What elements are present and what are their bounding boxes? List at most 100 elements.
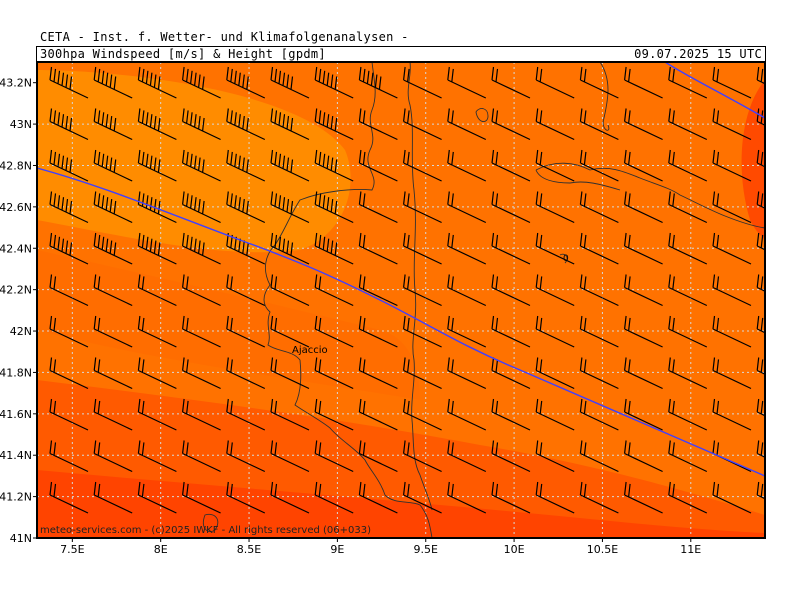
wind-barb [403, 232, 442, 265]
wind-barb [447, 440, 487, 473]
wind-barb [668, 481, 708, 514]
wind-barb [314, 274, 354, 307]
wind-barb [270, 149, 310, 182]
wind-barb [447, 481, 487, 514]
wind-barb [756, 315, 765, 334]
wind-barb [624, 357, 663, 390]
speed-band-transition [37, 250, 420, 400]
wind-barb [403, 398, 442, 431]
wind-barb [182, 398, 221, 431]
wind-barb [137, 481, 177, 514]
wind-barb [712, 398, 752, 431]
speed-band-east [741, 80, 765, 240]
wind-barb [668, 357, 708, 390]
wind-barb [49, 108, 89, 141]
wind-barb [447, 357, 487, 390]
wind-barb [226, 357, 266, 390]
wind-barb [668, 315, 708, 348]
wind-barb [579, 232, 619, 265]
institute-title: CETA - Inst. f. Wetter- und Klimafolgena… [40, 30, 409, 44]
wind-barb [624, 191, 663, 224]
wind-barb [358, 108, 398, 141]
wind-barb [49, 66, 89, 99]
wind-barb [447, 315, 487, 348]
wind-barb [93, 66, 133, 99]
wind-barb [535, 191, 575, 224]
wind-barb [756, 357, 765, 375]
wind-barb [358, 274, 398, 307]
map-frame [36, 61, 766, 539]
wind-barb [491, 108, 531, 141]
wind-barb [270, 315, 310, 348]
wind-barb [712, 274, 752, 307]
height-contour-south [37, 167, 765, 477]
wind-barb [49, 274, 89, 307]
wind-barb [182, 66, 221, 99]
wind-barb [491, 481, 531, 514]
wind-barb [137, 149, 177, 182]
wind-barb [712, 357, 752, 390]
wind-barb [314, 232, 354, 265]
wind-barb [358, 315, 398, 348]
wind-barb [491, 398, 531, 431]
wind-barb [93, 149, 133, 182]
wind-barb [137, 232, 177, 265]
wind-barb [624, 66, 663, 99]
wind-barb [712, 191, 752, 224]
wind-barb [403, 481, 442, 514]
wind-barb [535, 315, 575, 348]
wind-barb [270, 440, 310, 473]
wind-barb [226, 66, 266, 99]
copyright-credit: meteo-services.com - (c)2025 IWKF - All … [40, 525, 372, 536]
wind-barb [137, 315, 177, 348]
lat-tick-label: 41.6N [0, 408, 32, 421]
wind-barb [756, 398, 765, 417]
wind-barb [491, 274, 531, 307]
wind-barb [535, 398, 575, 431]
wind-barb [756, 440, 765, 458]
wind-barb [668, 108, 708, 141]
wind-barb [226, 108, 266, 141]
wind-barb [93, 191, 133, 224]
wind-barb [358, 357, 398, 390]
wind-barb [624, 274, 663, 307]
lon-tick-label: 11E [680, 543, 701, 556]
height-contour-north [664, 62, 765, 119]
wind-barb [137, 191, 177, 224]
wind-barb [668, 440, 708, 473]
lat-tick-label: 42N [10, 325, 32, 338]
wind-barb [668, 232, 708, 265]
wind-barb [491, 440, 531, 473]
wind-barb [270, 66, 310, 99]
wind-barb [668, 149, 708, 182]
wind-barb [93, 108, 133, 141]
subtitle-frame [36, 46, 766, 61]
wind-barb [712, 149, 752, 182]
wind-barb [403, 440, 442, 473]
wind-barb [535, 440, 575, 473]
wind-barb [182, 481, 221, 514]
lat-tick-label: 41.4N [0, 449, 32, 462]
wind-barb [93, 274, 133, 307]
lon-tick-label: 9E [330, 543, 344, 556]
wind-barb [579, 191, 619, 224]
lon-tick-label: 9.5E [414, 543, 438, 556]
wind-barb [93, 357, 133, 390]
wind-barb [182, 357, 221, 390]
wind-barb [624, 398, 663, 431]
wind-barb [314, 357, 354, 390]
wind-barb [579, 149, 619, 182]
wind-barb [447, 108, 487, 141]
wind-barb [93, 398, 133, 431]
wind-barb [137, 108, 177, 141]
wind-barb [668, 191, 708, 224]
wind-barb [579, 315, 619, 348]
wind-barb [403, 274, 442, 307]
wind-barb [624, 149, 663, 182]
wind-barb [137, 357, 177, 390]
wind-barb [624, 440, 663, 473]
wind-barb [491, 66, 531, 99]
wind-barb [712, 315, 752, 348]
wind-barb [535, 232, 575, 265]
lat-tick-label: 42.4N [0, 242, 32, 255]
